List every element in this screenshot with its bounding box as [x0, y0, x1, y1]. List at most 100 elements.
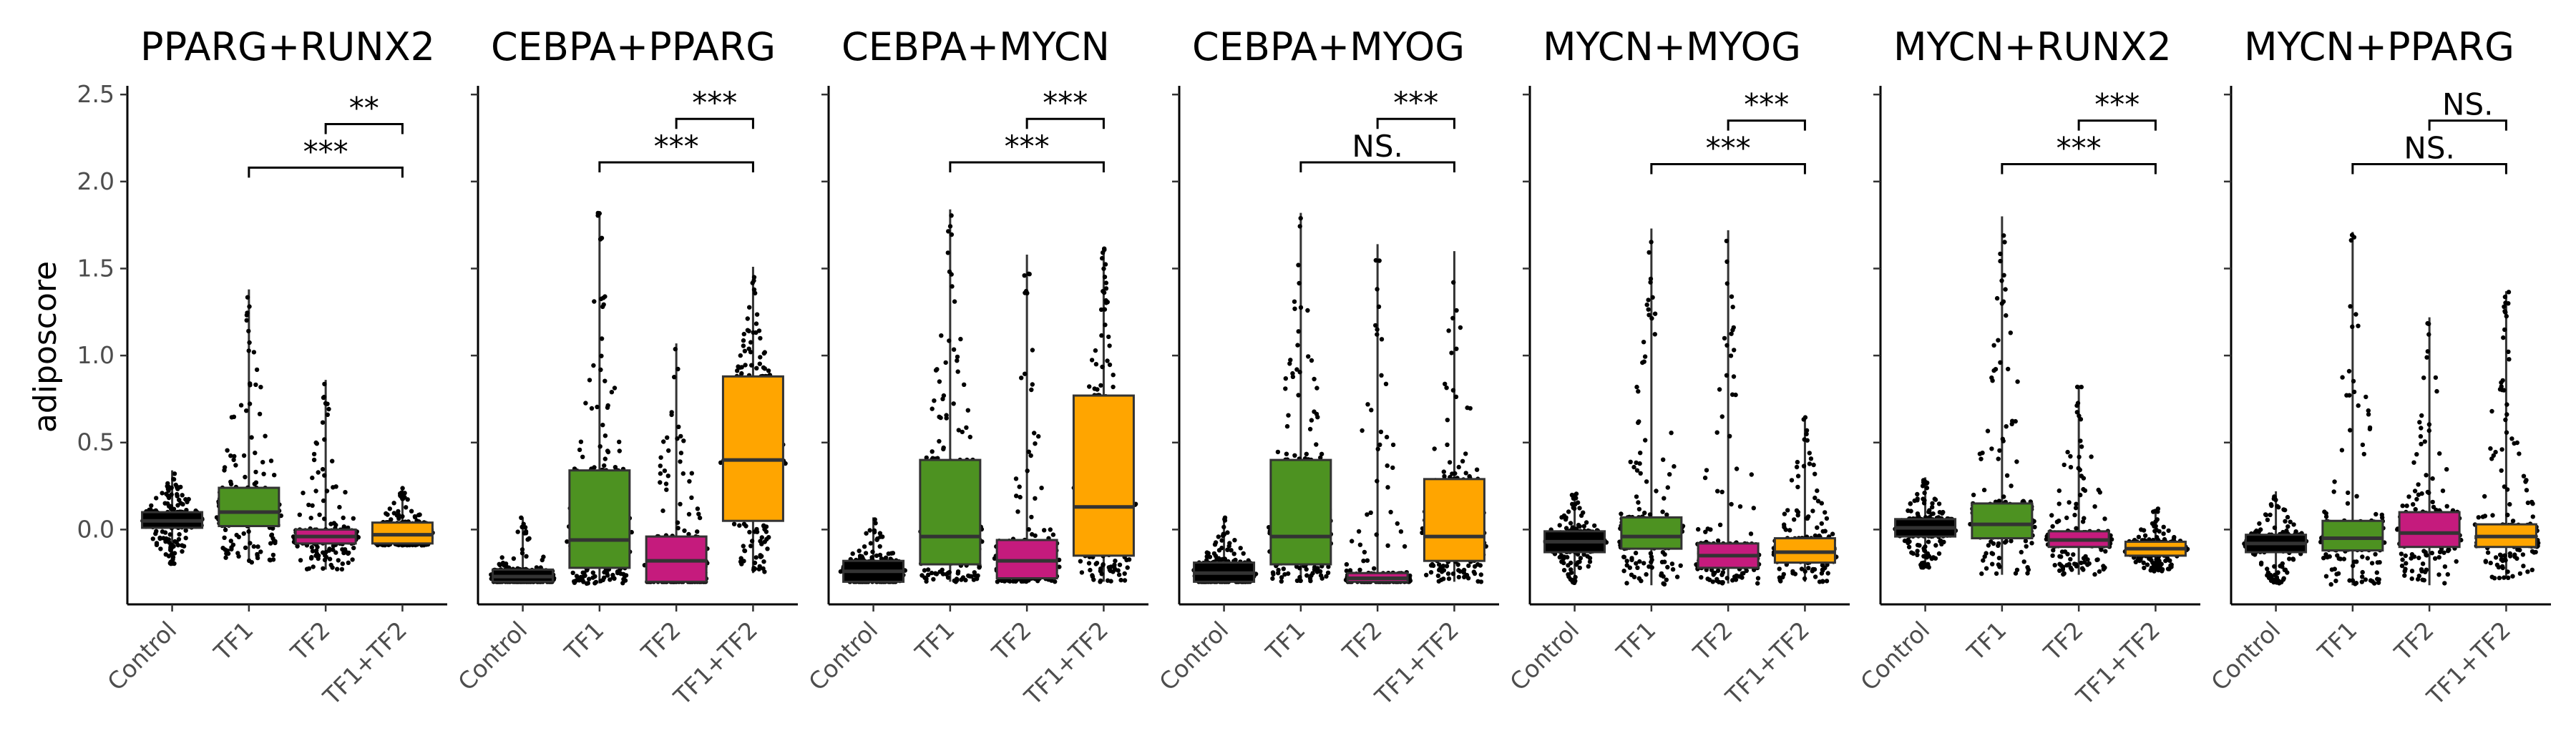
data-point	[325, 401, 330, 406]
data-point	[1369, 408, 1374, 413]
data-point	[598, 367, 603, 373]
data-point	[1646, 313, 1652, 318]
data-point	[1631, 574, 1637, 579]
data-point	[1570, 501, 1575, 506]
data-point	[1033, 441, 1038, 446]
data-point	[249, 560, 254, 565]
data-point	[945, 575, 951, 580]
data-point	[524, 554, 529, 559]
data-point	[1357, 542, 1363, 547]
data-point	[743, 524, 748, 529]
data-point	[391, 501, 396, 506]
data-point	[1802, 437, 1807, 442]
data-point	[592, 299, 597, 304]
data-point	[863, 551, 869, 556]
data-point	[180, 549, 185, 554]
data-point	[351, 545, 356, 551]
data-point	[868, 541, 874, 546]
data-point	[255, 555, 260, 561]
data-point	[1472, 571, 1478, 576]
data-point	[1474, 467, 1480, 472]
data-point	[922, 575, 927, 580]
data-point	[1925, 562, 1930, 567]
significance-bracket: NS.	[1299, 129, 1455, 173]
data-point	[1103, 298, 1108, 303]
data-point	[389, 517, 394, 522]
data-point	[1375, 327, 1380, 332]
data-point	[605, 573, 610, 578]
bracket-line	[248, 166, 404, 178]
data-point	[665, 473, 670, 478]
data-point	[165, 501, 170, 506]
data-point	[1106, 565, 1112, 570]
data-point	[1649, 554, 1654, 559]
data-point	[1022, 273, 1027, 278]
data-point	[519, 515, 524, 520]
data-point	[1719, 572, 1724, 577]
data-point	[612, 386, 618, 391]
data-point	[253, 382, 258, 388]
data-point	[967, 434, 973, 440]
data-point	[1568, 570, 1574, 575]
data-point	[1365, 558, 1370, 563]
data-point	[675, 436, 680, 441]
data-point	[1924, 486, 1930, 491]
significance-label: ***	[692, 85, 737, 120]
data-point	[1304, 566, 1309, 572]
data-point	[400, 496, 405, 501]
data-point	[337, 504, 342, 510]
data-point	[2032, 524, 2037, 530]
data-point	[1036, 433, 1041, 439]
data-point	[1102, 307, 1108, 312]
data-point	[1093, 362, 1099, 367]
data-point	[1678, 563, 1683, 568]
data-point	[1298, 215, 1303, 221]
data-point	[939, 333, 944, 338]
data-point	[1309, 418, 1314, 423]
data-point	[680, 471, 686, 476]
data-point	[1734, 466, 1740, 471]
data-point	[1748, 531, 1754, 536]
data-point	[951, 347, 957, 352]
data-point	[248, 381, 253, 386]
data-point	[658, 463, 663, 468]
data-point	[745, 328, 751, 333]
data-point	[741, 343, 746, 348]
data-point	[1385, 543, 1390, 548]
data-point	[1639, 579, 1644, 584]
data-point	[686, 511, 692, 517]
data-point	[1808, 456, 1814, 461]
data-point	[178, 501, 183, 506]
data-point	[1998, 258, 2003, 264]
data-point	[1794, 464, 1800, 470]
significance-label: ***	[1393, 85, 1438, 120]
data-point	[2029, 541, 2034, 546]
data-point	[1915, 511, 1921, 516]
data-point	[658, 471, 663, 476]
data-point	[1444, 564, 1450, 569]
data-point	[1216, 534, 1221, 539]
data-point	[153, 531, 158, 536]
data-point	[1572, 580, 1577, 585]
data-point	[1906, 544, 1912, 549]
data-point	[1705, 526, 1710, 531]
data-point	[963, 577, 968, 583]
panel-title: PPARG+RUNX2	[140, 24, 435, 69]
data-point	[600, 304, 605, 310]
data-point	[1737, 504, 1743, 509]
significance-bracket: ***	[1650, 130, 1806, 175]
data-point	[753, 555, 758, 560]
data-point	[602, 433, 608, 438]
data-point	[1098, 307, 1104, 313]
data-point	[1443, 381, 1448, 386]
data-point	[1117, 562, 1123, 567]
data-point	[168, 559, 173, 564]
data-point	[1802, 569, 1807, 574]
data-point	[1652, 332, 1657, 337]
data-point	[541, 554, 546, 559]
data-point	[1030, 531, 1035, 537]
data-point	[1384, 434, 1390, 440]
data-point	[577, 447, 582, 453]
data-point	[602, 456, 608, 461]
